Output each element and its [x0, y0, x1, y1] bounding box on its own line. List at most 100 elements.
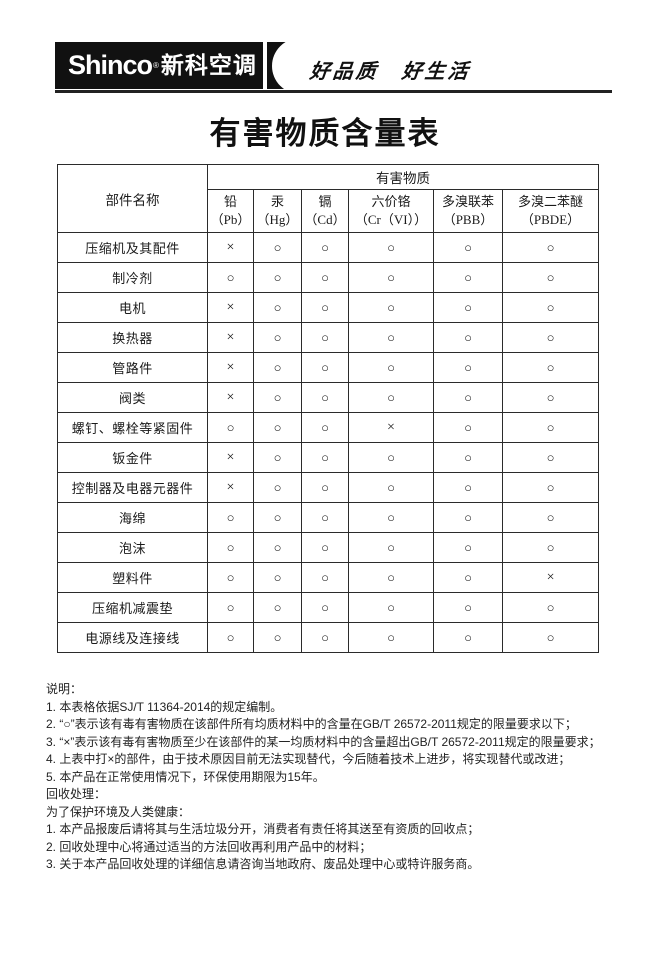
within-limit-mark: ○: [207, 592, 254, 623]
exceeds-limit-mark: ×: [348, 412, 434, 443]
brand-logo: Shinco: [68, 50, 153, 80]
within-limit-mark: ○: [301, 502, 349, 533]
exceeds-limit-mark: ×: [207, 232, 254, 263]
table-row: 塑料件 ○ ○ ○ ○ ○ ×: [57, 562, 600, 593]
within-limit-mark: ○: [348, 472, 434, 503]
table-row: 压缩机减震垫 ○ ○ ○ ○ ○ ○: [57, 592, 600, 623]
substance-header-4: 多溴联苯 （PBB）: [433, 189, 503, 233]
within-limit-mark: ○: [433, 442, 503, 473]
within-limit-mark: ○: [433, 262, 503, 293]
component-name: 泡沫: [57, 532, 208, 563]
component-name: 控制器及电器元器件: [57, 472, 208, 503]
within-limit-mark: ○: [433, 472, 503, 503]
within-limit-mark: ○: [348, 622, 434, 653]
within-limit-mark: ○: [301, 262, 349, 293]
within-limit-mark: ○: [348, 532, 434, 563]
component-name: 制冷剂: [57, 262, 208, 293]
within-limit-mark: ○: [433, 622, 503, 653]
within-limit-mark: ○: [433, 322, 503, 353]
within-limit-mark: ○: [348, 322, 434, 353]
notes-section: 说明： 1. 本表格依据SJ/T 11364-2014的规定编制。 2. “○”表…: [46, 681, 626, 874]
within-limit-mark: ○: [253, 532, 302, 563]
table-row: 电机 × ○ ○ ○ ○ ○: [57, 292, 600, 323]
banner-crescent-icon: [267, 42, 296, 89]
recycle-list: 1. 本产品报废后请将其与生活垃圾分开，消费者有责任将其送至有资质的回收点； 2.…: [46, 821, 626, 874]
component-name: 压缩机及其配件: [57, 232, 208, 263]
recycle-heading: 回收处理：: [46, 787, 107, 801]
within-limit-mark: ○: [253, 412, 302, 443]
within-limit-mark: ○: [348, 352, 434, 383]
within-limit-mark: ○: [433, 382, 503, 413]
column-header-substances-group: 有害物质: [206, 164, 600, 190]
note-line: 5. 本产品在正常使用情况下，环保使用期限为15年。: [46, 769, 325, 784]
within-limit-mark: ○: [253, 502, 302, 533]
within-limit-mark: ○: [253, 262, 302, 293]
exceeds-limit-mark: ×: [207, 322, 254, 353]
within-limit-mark: ○: [207, 532, 254, 563]
table-row: 钣金件 × ○ ○ ○ ○ ○: [57, 442, 600, 473]
within-limit-mark: ○: [501, 262, 600, 293]
component-name: 螺钉、螺栓等紧固件: [57, 412, 208, 443]
within-limit-mark: ○: [253, 382, 302, 413]
exceeds-limit-mark: ×: [207, 442, 254, 473]
table-row: 压缩机及其配件 × ○ ○ ○ ○ ○: [57, 232, 600, 263]
within-limit-mark: ○: [501, 412, 600, 443]
brand-slogan: 好品质 好生活: [308, 61, 472, 83]
component-name: 阀类: [57, 382, 208, 413]
within-limit-mark: ○: [433, 232, 503, 263]
within-limit-mark: ○: [433, 562, 503, 593]
page-title: 有害物质含量表: [209, 116, 441, 151]
notes-list: 1. 本表格依据SJ/T 11364-2014的规定编制。 2. “○”表示该有毒…: [46, 699, 626, 787]
within-limit-mark: ○: [348, 442, 434, 473]
header-divider: [55, 90, 612, 93]
component-name: 电机: [57, 292, 208, 323]
table-row: 换热器 × ○ ○ ○ ○ ○: [57, 322, 600, 353]
component-name: 电源线及连接线: [57, 622, 208, 653]
within-limit-mark: ○: [253, 232, 302, 263]
substance-header-2: 镉（Cd）: [301, 189, 349, 233]
within-limit-mark: ○: [301, 292, 349, 323]
within-limit-mark: ○: [501, 382, 600, 413]
table-row: 管路件 × ○ ○ ○ ○ ○: [57, 352, 600, 383]
within-limit-mark: ○: [348, 592, 434, 623]
note-line: 2. “○”表示该有毒有害物质在该部件所有均质材料中的含量在GB/T 26572…: [46, 717, 577, 731]
note-line: 1. 本表格依据SJ/T 11364-2014的规定编制。: [46, 699, 283, 714]
within-limit-mark: ○: [348, 262, 434, 293]
within-limit-mark: ○: [348, 502, 434, 533]
within-limit-mark: ○: [301, 472, 349, 503]
within-limit-mark: ○: [348, 382, 434, 413]
within-limit-mark: ○: [301, 322, 349, 353]
within-limit-mark: ○: [501, 592, 600, 623]
component-name: 钣金件: [57, 442, 208, 473]
recycle-line: 2. 回收处理中心将通过适当的方法回收再利用产品中的材料；: [46, 839, 372, 854]
within-limit-mark: ○: [207, 562, 254, 593]
note-line: 4. 上表中打×的部件，由于技术原因目前无法实现替代，今后随着技术上进步，将实现…: [46, 752, 571, 766]
within-limit-mark: ○: [207, 412, 254, 443]
exceeds-limit-mark: ×: [207, 382, 254, 413]
header-group-row: 部件名称 有害物质: [57, 164, 600, 233]
table-row: 制冷剂 ○ ○ ○ ○ ○ ○: [57, 262, 600, 293]
table-row: 螺钉、螺栓等紧固件 ○ ○ ○ × ○ ○: [57, 412, 600, 443]
component-name: 压缩机减震垫: [57, 592, 208, 623]
substance-header-3: 六价铬 （Cr（VI））: [348, 189, 434, 233]
within-limit-mark: ○: [207, 622, 254, 653]
exceeds-limit-mark: ×: [501, 562, 600, 593]
within-limit-mark: ○: [433, 292, 503, 323]
within-limit-mark: ○: [301, 592, 349, 623]
within-limit-mark: ○: [253, 562, 302, 593]
recycle-line: 1. 本产品报废后请将其与生活垃圾分开，消费者有责任将其送至有资质的回收点；: [46, 822, 480, 836]
substance-header-1: 汞（Hg）: [253, 189, 302, 233]
within-limit-mark: ○: [433, 592, 503, 623]
within-limit-mark: ○: [301, 562, 349, 593]
within-limit-mark: ○: [348, 292, 434, 323]
exceeds-limit-mark: ×: [207, 292, 254, 323]
within-limit-mark: ○: [433, 532, 503, 563]
within-limit-mark: ○: [501, 532, 600, 563]
recycle-line: 3. 关于本产品回收处理的详细信息请咨询当地政府、废品处理中心或特许服务商。: [46, 857, 480, 871]
within-limit-mark: ○: [501, 232, 600, 263]
within-limit-mark: ○: [301, 622, 349, 653]
substance-header-5: 多溴二苯醚 （PBDE）: [501, 189, 600, 233]
table-row: 泡沫 ○ ○ ○ ○ ○ ○: [57, 532, 600, 563]
within-limit-mark: ○: [253, 472, 302, 503]
within-limit-mark: ○: [301, 412, 349, 443]
